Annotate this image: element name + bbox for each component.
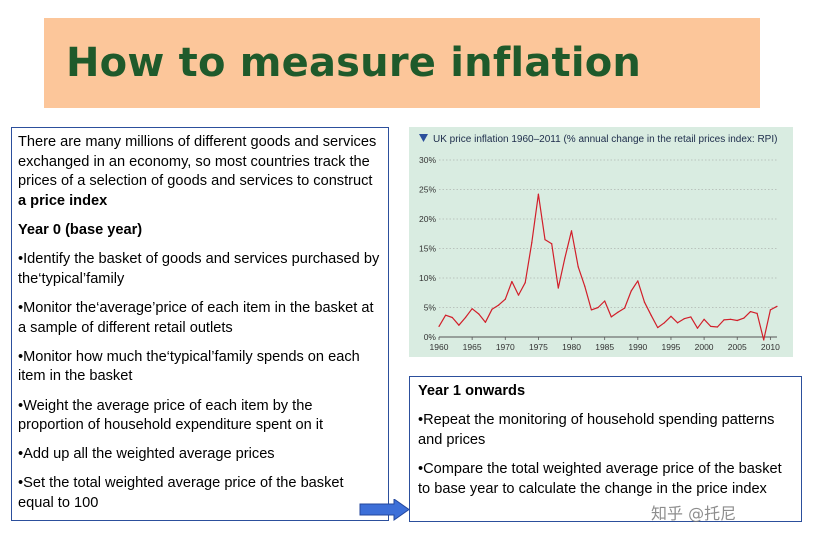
data-point: [531, 242, 533, 244]
bullet-compare-total: •Compare the total weighted average pric…: [418, 460, 782, 497]
y-tick-label: 20%: [419, 214, 436, 224]
data-point: [637, 280, 639, 282]
bullet-weight-price: •Weight the average price of each item b…: [18, 397, 324, 434]
intro-text: There are many millions of different goo…: [18, 134, 377, 190]
x-tick-label: 1985: [595, 342, 614, 352]
bullet-add-up: •Add up all the weighted average prices: [18, 446, 275, 463]
slide-title: How to measure inflation: [66, 40, 642, 86]
data-point: [438, 325, 440, 327]
data-point: [544, 239, 546, 241]
data-point: [511, 280, 513, 283]
data-point: [517, 294, 520, 296]
bullet-set-100: •Set the total weighted average price of…: [18, 475, 344, 512]
x-tick-label: 2010: [761, 342, 780, 352]
bullet-identify-basket: •Identify the basket of goods and servic…: [18, 251, 380, 287]
data-point: [471, 308, 473, 310]
data-point: [498, 304, 500, 306]
watermark: 知乎 @托尼: [651, 504, 737, 523]
right-arrow-icon: [359, 499, 410, 521]
data-point: [478, 313, 480, 315]
data-point: [564, 257, 566, 259]
y-tick-label: 10%: [419, 273, 436, 283]
data-point: [769, 309, 771, 311]
x-tick-label: 1995: [661, 342, 680, 352]
data-point: [696, 327, 699, 329]
x-tick-label: 1980: [562, 342, 581, 352]
bullet-monitor-price: •Monitor the‘average’price of each item …: [18, 299, 374, 336]
data-point: [445, 314, 447, 316]
triangle-down-icon: [419, 134, 428, 142]
data-point: [657, 326, 659, 329]
data-point: [524, 282, 526, 284]
data-point: [749, 311, 752, 313]
bullet-repeat-monitoring: •Repeat the monitoring of household spen…: [418, 412, 775, 448]
data-point: [703, 318, 705, 320]
data-point: [484, 321, 486, 323]
data-point: [756, 312, 758, 314]
title-banner: How to measure inflation: [44, 18, 760, 108]
data-point: [723, 319, 725, 321]
x-tick-label: 1965: [463, 342, 482, 352]
y-tick-label: 15%: [419, 244, 436, 254]
data-point: [776, 305, 778, 307]
y-tick-label: 30%: [419, 155, 436, 165]
data-point: [676, 322, 679, 324]
bullet-monitor-spending: •Monitor how much the‘typical’family spe…: [18, 348, 360, 385]
inflation-chart-panel: UK price inflation 1960–2011 (% annual c…: [409, 127, 793, 357]
y-tick-label: 25%: [419, 185, 436, 195]
data-point: [451, 316, 453, 319]
data-point: [464, 316, 467, 319]
data-point: [663, 322, 665, 324]
data-point: [590, 309, 593, 311]
intro-bold-term: a price index: [18, 192, 108, 209]
data-point: [570, 230, 573, 232]
x-tick-label: 1975: [529, 342, 548, 352]
intro-paragraph: There are many millions of different goo…: [18, 133, 382, 211]
inflation-line-chart: UK price inflation 1960–2011 (% annual c…: [419, 134, 780, 352]
data-point: [597, 306, 599, 309]
data-point: [630, 290, 632, 292]
base-year-text-box: There are many millions of different goo…: [11, 127, 389, 521]
data-point: [690, 316, 692, 318]
year1-text-box: Year 1 onwards •Repeat the monitoring of…: [409, 376, 802, 522]
data-point: [491, 308, 493, 310]
series-line-rpi: [438, 193, 778, 341]
y-tick-label: 0%: [424, 332, 437, 342]
x-tick-label: 1970: [496, 342, 515, 352]
data-point: [551, 243, 553, 245]
x-tick-label: 2005: [728, 342, 747, 352]
data-point: [716, 326, 718, 328]
data-point: [577, 266, 579, 268]
data-point: [610, 316, 612, 318]
chart-title: UK price inflation 1960–2011 (% annual c…: [433, 134, 777, 145]
data-point: [458, 324, 460, 326]
data-point: [557, 287, 559, 289]
data-point: [643, 301, 646, 303]
data-point: [730, 318, 732, 320]
data-point: [736, 319, 738, 322]
x-tick-label: 2000: [695, 342, 714, 352]
data-point: [650, 314, 652, 316]
year1-heading: Year 1 onwards: [418, 383, 526, 399]
data-point: [670, 315, 672, 317]
x-tick-label: 1990: [628, 342, 647, 352]
data-point: [743, 317, 745, 319]
year0-heading: Year 0 (base year): [18, 221, 143, 238]
y-tick-label: 5%: [424, 303, 437, 313]
data-point: [710, 325, 712, 327]
data-point: [683, 318, 685, 320]
data-point: [623, 307, 626, 309]
data-point: [604, 300, 606, 302]
data-point: [537, 193, 540, 195]
data-point: [763, 339, 765, 341]
x-tick-label: 1960: [430, 342, 449, 352]
data-point: [504, 298, 506, 300]
data-point: [617, 311, 619, 313]
data-point: [584, 285, 586, 287]
